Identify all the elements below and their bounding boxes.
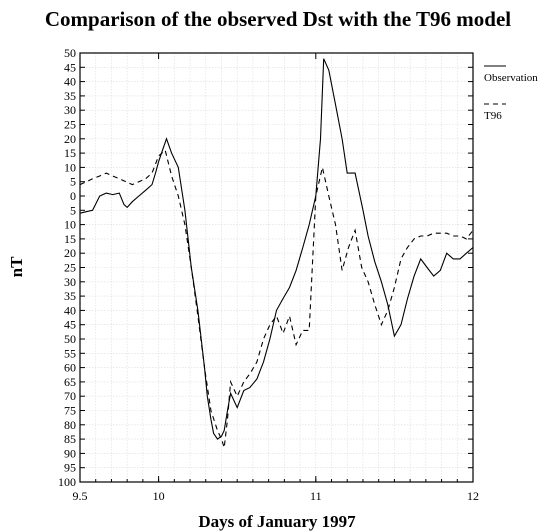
legend-label-t96: T96	[484, 110, 502, 122]
y-tick-label: 5	[70, 203, 76, 217]
y-tick-label: 15	[64, 232, 76, 246]
axis-ticks	[79, 52, 474, 483]
y-tick-label: 90	[64, 446, 76, 460]
y-tick-label: 85	[64, 432, 76, 446]
y-tick-label: 60	[64, 361, 76, 375]
y-tick-label: 25	[64, 261, 76, 275]
series-line-observation	[79, 58, 474, 440]
y-tick-label: 40	[64, 75, 76, 89]
x-tick-label: 10	[153, 489, 165, 503]
y-tick-label: 15	[64, 146, 76, 160]
grid	[80, 53, 473, 482]
y-tick-label: 95	[64, 461, 76, 475]
y-tick-label: 25	[64, 118, 76, 132]
y-tick-label: 80	[64, 418, 76, 432]
x-tick-label: 12	[467, 489, 479, 503]
y-tick-label: 35	[64, 289, 76, 303]
y-tick-label: 10	[64, 160, 76, 174]
y-tick-label: 50	[64, 332, 76, 346]
y-tick-label: 35	[64, 89, 76, 103]
series-line-t96	[79, 149, 474, 448]
y-tick-label: 50	[64, 46, 76, 60]
y-tick-label: 40	[64, 303, 76, 317]
y-tick-label: 0	[70, 189, 76, 203]
y-axis-label: nT	[7, 256, 26, 277]
legend-label-observation: Observation	[484, 72, 538, 84]
y-tick-label: 10	[64, 218, 76, 232]
y-tick-label: 100	[58, 475, 76, 489]
x-axis-label: Days of January 1997	[198, 512, 356, 531]
plot-series	[79, 58, 474, 448]
legend: Observation T96	[484, 65, 538, 122]
y-tick-label: 5	[70, 175, 76, 189]
y-axis-tick-labels: 5045403530252015105051015202530354045505…	[58, 46, 76, 489]
x-axis-tick-labels: 9.5 10 11 12	[73, 489, 480, 503]
y-tick-label: 45	[64, 318, 76, 332]
y-tick-label: 30	[64, 275, 76, 289]
y-tick-label: 65	[64, 375, 76, 389]
y-tick-label: 20	[64, 132, 76, 146]
y-tick-label: 75	[64, 404, 76, 418]
y-tick-label: 20	[64, 246, 76, 260]
y-tick-label: 70	[64, 389, 76, 403]
y-tick-label: 45	[64, 60, 76, 74]
y-tick-label: 55	[64, 346, 76, 360]
x-tick-label: 9.5	[73, 489, 88, 503]
x-tick-label: 11	[310, 489, 322, 503]
chart-title: Comparison of the observed Dst with the …	[45, 7, 511, 31]
y-tick-label: 30	[64, 103, 76, 117]
